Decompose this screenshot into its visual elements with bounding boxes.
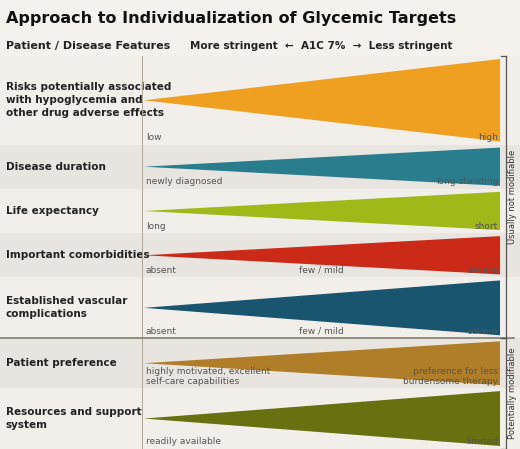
Text: Approach to Individualization of Glycemic Targets: Approach to Individualization of Glycemi… <box>6 10 456 26</box>
Polygon shape <box>144 281 500 335</box>
Polygon shape <box>144 59 500 141</box>
Bar <box>0 189 520 233</box>
Text: Risks potentially associated
with hypoglycemia and
other drug adverse effects: Risks potentially associated with hypogl… <box>6 83 172 118</box>
Text: Resources and support
system: Resources and support system <box>6 407 141 430</box>
Text: Patient / Disease Features: Patient / Disease Features <box>6 41 170 51</box>
Polygon shape <box>144 341 500 385</box>
Text: Life expectancy: Life expectancy <box>6 206 99 216</box>
Text: short: short <box>475 222 498 231</box>
Bar <box>0 338 520 388</box>
Polygon shape <box>144 391 500 446</box>
Text: Disease duration: Disease duration <box>6 162 106 172</box>
Text: newly diagnosed: newly diagnosed <box>146 177 223 186</box>
Text: long-standing: long-standing <box>436 177 498 186</box>
Text: highly motivated, excellent
self-care capabilities: highly motivated, excellent self-care ca… <box>146 366 270 386</box>
Text: absent: absent <box>146 327 177 336</box>
Bar <box>0 233 520 277</box>
Text: severe: severe <box>467 327 498 336</box>
Text: preference for less
burdensome therapy: preference for less burdensome therapy <box>403 366 498 386</box>
Text: Potentially modifiable: Potentially modifiable <box>508 348 517 440</box>
Text: long: long <box>146 222 166 231</box>
Bar <box>0 56 520 145</box>
Text: Important comorbidities: Important comorbidities <box>6 250 150 260</box>
Text: readily available: readily available <box>146 437 221 446</box>
Text: More stringent  ←  A1C 7%  →  Less stringent: More stringent ← A1C 7% → Less stringent <box>190 41 452 51</box>
Text: few / mild: few / mild <box>298 327 343 336</box>
Polygon shape <box>144 148 500 186</box>
Bar <box>0 388 520 449</box>
Text: absent: absent <box>146 266 177 275</box>
Bar <box>0 145 520 189</box>
Polygon shape <box>144 192 500 230</box>
Text: limited: limited <box>466 437 498 446</box>
Text: severe: severe <box>467 266 498 275</box>
Text: Patient preference: Patient preference <box>6 358 117 368</box>
Polygon shape <box>144 236 500 274</box>
Text: few / mild: few / mild <box>298 266 343 275</box>
Text: high: high <box>478 133 498 142</box>
Bar <box>0 277 520 338</box>
Text: Usually not modifiable: Usually not modifiable <box>508 150 517 244</box>
Text: low: low <box>146 133 162 142</box>
Text: Established vascular
complications: Established vascular complications <box>6 296 127 319</box>
